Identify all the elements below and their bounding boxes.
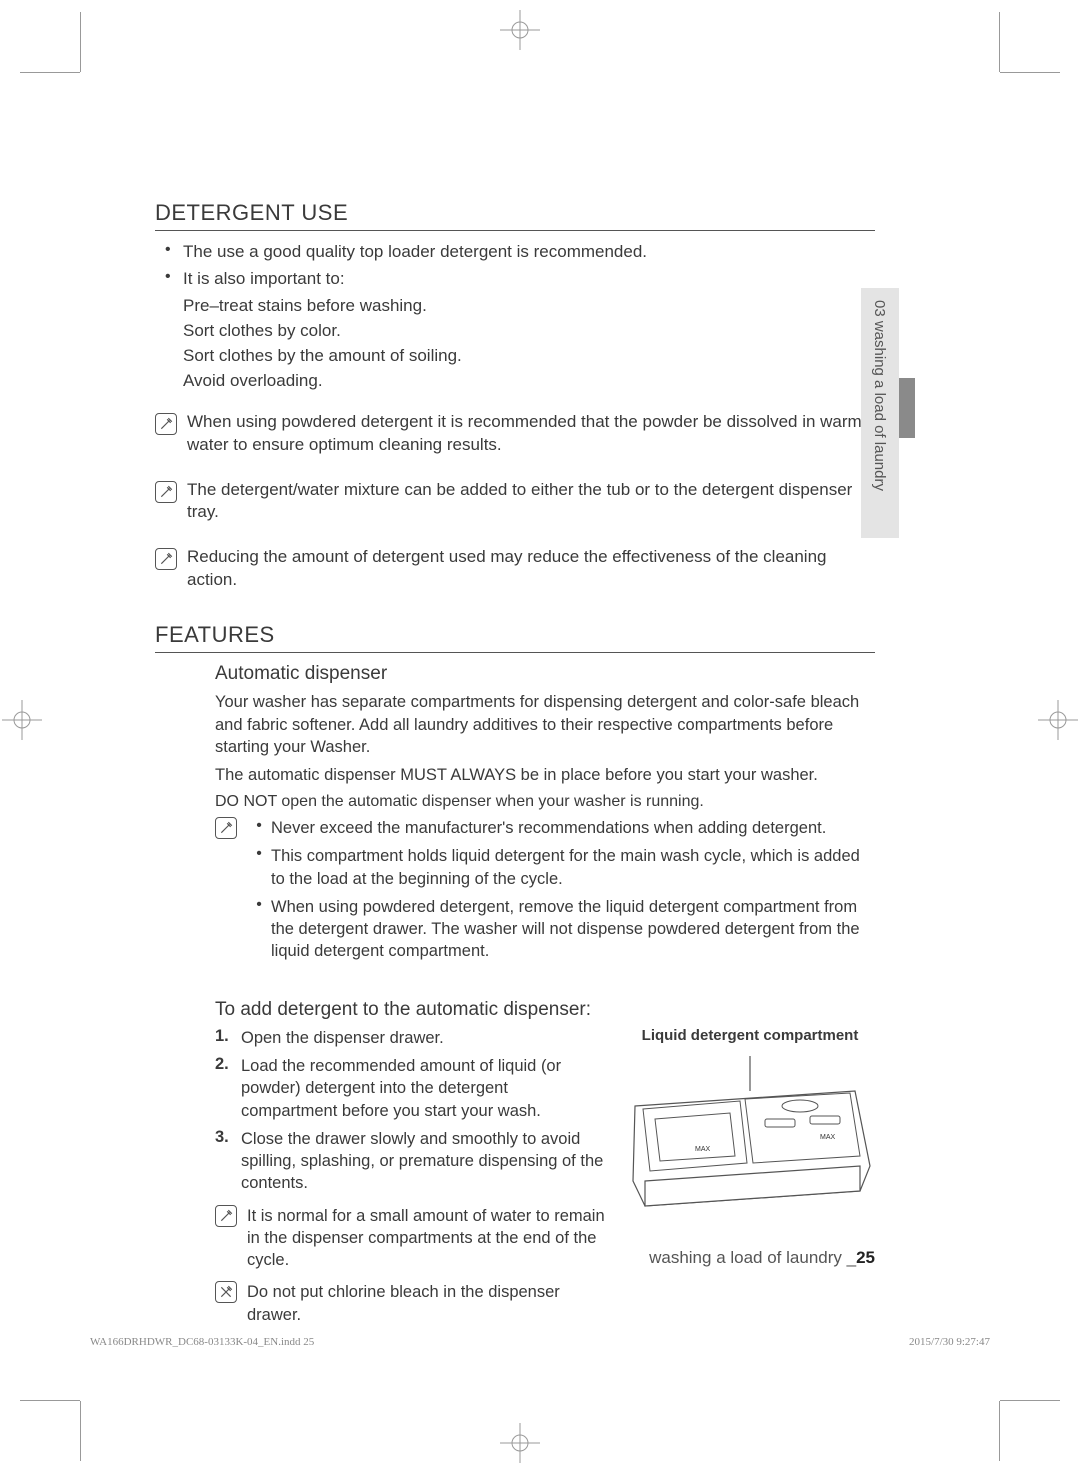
- note-icon: [155, 481, 177, 503]
- step-text: Open the dispenser drawer.: [241, 1027, 444, 1049]
- feature-bullet: Never exceed the manufacturer's recommen…: [271, 817, 826, 839]
- registration-mark-left: [2, 700, 42, 740]
- feature-bullet: This compartment holds liquid detergent …: [271, 845, 875, 890]
- sub-bullet: Avoid overloading.: [183, 370, 875, 393]
- registration-mark-top: [500, 10, 540, 50]
- bullet-text: The use a good quality top loader deterg…: [183, 241, 647, 264]
- step-text: Close the drawer slowly and smoothly to …: [241, 1128, 605, 1195]
- sub-bullet: Pre–treat stains before washing.: [183, 295, 875, 318]
- feature-bullet: When using powdered detergent, remove th…: [271, 896, 875, 963]
- paragraph: The automatic dispenser MUST ALWAYS be i…: [215, 764, 875, 786]
- dispenser-diagram: Liquid detergent compartment MAX MAX: [625, 1027, 875, 1216]
- thumb-tab-marker: [899, 378, 915, 438]
- note-icon: [215, 817, 237, 839]
- section-heading-detergent: DETERGENT USE: [155, 200, 875, 231]
- diagram-label: Liquid detergent compartment: [625, 1027, 875, 1045]
- subheading-auto-dispenser: Automatic dispenser: [215, 663, 875, 685]
- note-text: Do not put chlorine bleach in the dispen…: [247, 1281, 605, 1326]
- note-icon: [155, 413, 177, 435]
- paragraph: Your washer has separate compartments fo…: [215, 691, 875, 758]
- sub-bullet: Sort clothes by the amount of soiling.: [183, 345, 875, 368]
- registration-mark-right: [1038, 700, 1078, 740]
- note-text: The detergent/water mixture can be added…: [187, 479, 875, 525]
- page-footer: washing a load of laundry _25: [155, 1248, 875, 1268]
- step-text: Load the recommended amount of liquid (o…: [241, 1055, 605, 1122]
- registration-mark-bottom: [500, 1423, 540, 1463]
- caution-icon: [215, 1281, 237, 1303]
- print-timestamp: 2015/7/30 9:27:47: [909, 1336, 990, 1348]
- sub-bullet: Sort clothes by color.: [183, 320, 875, 343]
- subheading-add-detergent: To add detergent to the automatic dispen…: [215, 999, 875, 1021]
- max-label: MAX: [695, 1146, 711, 1153]
- source-filename: WA166DRHDWR_DC68-03133K-04_EN.indd 25: [90, 1336, 314, 1348]
- bullet-text: It is also important to:: [183, 268, 345, 291]
- note-icon: [215, 1205, 237, 1227]
- note-text: Reducing the amount of detergent used ma…: [187, 546, 875, 592]
- note-icon: [155, 548, 177, 570]
- note-text: When using powdered detergent it is reco…: [187, 411, 875, 457]
- max-label: MAX: [820, 1134, 836, 1141]
- section-heading-features: FEATURES: [155, 622, 875, 653]
- paragraph: DO NOT open the automatic dispenser when…: [215, 792, 875, 813]
